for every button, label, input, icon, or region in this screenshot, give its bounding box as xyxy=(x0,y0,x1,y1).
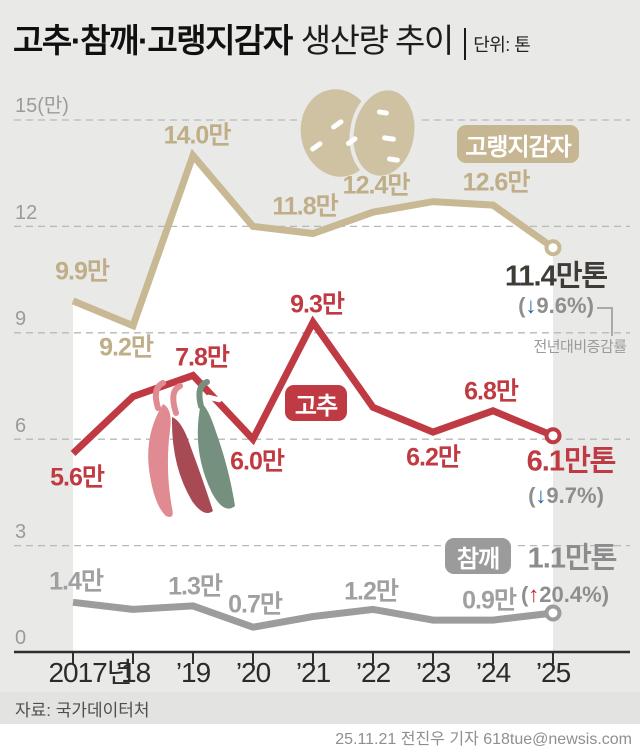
pepper-value-21: 9.3만 xyxy=(290,290,345,319)
potato-final-value: 11.4만톤 xyxy=(504,260,608,293)
yoy-note: 전년대비증감률 xyxy=(533,338,627,356)
pepper-final-value: 6.1만톤 xyxy=(526,445,617,478)
legend-badge-pepper: 고추 xyxy=(285,385,347,421)
sesame-value-20: 0.7만 xyxy=(228,590,283,619)
y-tick-0: 0 xyxy=(15,627,27,649)
potato-change-pct: 9.6% xyxy=(536,293,587,318)
potato-eyes xyxy=(310,109,400,163)
x-label-19: ’19 xyxy=(175,657,211,688)
potato-eye xyxy=(381,135,396,142)
paren-close: ) xyxy=(601,582,610,607)
series-line-고랭지감자 xyxy=(71,148,556,331)
pepper-stem xyxy=(170,383,183,416)
potato-eye xyxy=(386,156,400,163)
source-band: 자료: 국가데이터처 xyxy=(0,692,640,724)
end-marker-고추 xyxy=(544,427,562,445)
paren-open: ( xyxy=(528,483,536,508)
paren-close: ) xyxy=(596,483,604,508)
paren-open: ( xyxy=(518,293,526,318)
paren-open: ( xyxy=(520,582,529,607)
pepper-stem xyxy=(196,379,210,409)
down-arrow-icon: ↓ xyxy=(535,483,547,508)
potato-value-18: 9.2만 xyxy=(99,333,154,362)
x-label-22: ’22 xyxy=(355,657,391,688)
x-label-21: ’21 xyxy=(295,657,331,688)
title-rest: 생산량 추이 xyxy=(300,22,454,59)
title-divider xyxy=(463,28,467,60)
x-label-20: ’20 xyxy=(235,657,271,688)
sesame-final-value: 1.1만톤 xyxy=(527,542,618,575)
legend-badge-sesame: 참깨 xyxy=(445,538,511,574)
x-label-25: ’25 xyxy=(535,657,571,688)
x-label-18: ’18 xyxy=(115,657,151,688)
potato-value-2017: 9.9만 xyxy=(55,257,110,286)
y-tick-6: 6 xyxy=(15,415,27,437)
page-title: 고추·참깨·고랭지감자 생산량 추이 단위: 톤 xyxy=(13,14,531,62)
y-tick-9: 9 xyxy=(15,308,27,330)
sesame-change-pct: 20.4% xyxy=(539,582,602,607)
potato-change: (↓9.6%) xyxy=(518,295,594,317)
pepper-value-20: 6.0만 xyxy=(230,447,285,476)
sesame-value-19: 1.3만 xyxy=(168,572,223,601)
pepper-stem xyxy=(152,380,166,411)
sesame-value-22: 1.2만 xyxy=(344,577,399,606)
pepper-change: (↓9.7%) xyxy=(528,485,604,507)
pepper-value-19: 7.8만 xyxy=(175,343,230,372)
potato-value-19: 14.0만 xyxy=(163,121,232,150)
pepper-icon xyxy=(148,379,235,517)
byline-band: 25.11.21 전진우 기자 618tue@newsis.com xyxy=(0,724,640,749)
series-lines-layer xyxy=(70,148,562,631)
pepper-value-23: 6.2만 xyxy=(406,443,461,472)
y-tick-15: 15(만) xyxy=(15,95,69,117)
end-marker-참깨 xyxy=(544,604,562,622)
potato-eye xyxy=(310,141,323,152)
pepper-change-pct: 9.7% xyxy=(546,483,597,508)
potato-eye xyxy=(331,119,344,130)
annotation-connector xyxy=(597,307,613,336)
y-tick-3: 3 xyxy=(15,521,27,543)
pepper-green xyxy=(197,403,235,509)
potato-value-24: 12.6만 xyxy=(462,168,531,197)
potato-value-22: 12.4만 xyxy=(342,171,411,200)
pepper-red xyxy=(171,417,213,514)
gridline-layer xyxy=(14,119,630,547)
pepper-pink xyxy=(148,404,173,517)
pepper-value-24: 6.8만 xyxy=(464,377,519,406)
y-tick-12: 12 xyxy=(15,202,38,224)
potato-eye xyxy=(376,109,389,116)
title-emphasis: 고추·참깨·고랭지감자 xyxy=(13,22,293,59)
down-arrow-icon: ↓ xyxy=(525,293,537,318)
pepper-value-2017: 5.6만 xyxy=(50,463,105,492)
series-line-고추 xyxy=(70,315,555,456)
potato-eye xyxy=(345,136,358,146)
x-label-24: ’24 xyxy=(475,657,511,688)
series-line-참깨 xyxy=(72,598,554,631)
end-marker-고랭지감자 xyxy=(544,239,562,257)
up-arrow-icon: ↑ xyxy=(528,582,540,607)
potato-value-21: 11.8만 xyxy=(272,192,338,221)
sesame-change: (↑20.4%) xyxy=(521,584,609,606)
pepper-highlight xyxy=(206,394,222,403)
x-label-23: ’23 xyxy=(415,657,451,688)
sesame-value-2017: 1.4만 xyxy=(49,567,104,596)
x-label-2017: 2017년 xyxy=(48,657,132,688)
source-text: 자료: 국가데이터처 xyxy=(15,700,150,720)
paren-close: ) xyxy=(586,293,594,318)
x-axis xyxy=(14,650,630,664)
sesame-value-24: 0.9만 xyxy=(462,586,517,615)
byline-text: 25.11.21 전진우 기자 618tue@newsis.com xyxy=(335,730,632,748)
legend-badge-potato: 고랭지감자 xyxy=(457,125,579,163)
potato-icon xyxy=(300,86,419,180)
potato-right xyxy=(349,86,419,180)
unit-label: 단위: 톤 xyxy=(473,35,531,55)
